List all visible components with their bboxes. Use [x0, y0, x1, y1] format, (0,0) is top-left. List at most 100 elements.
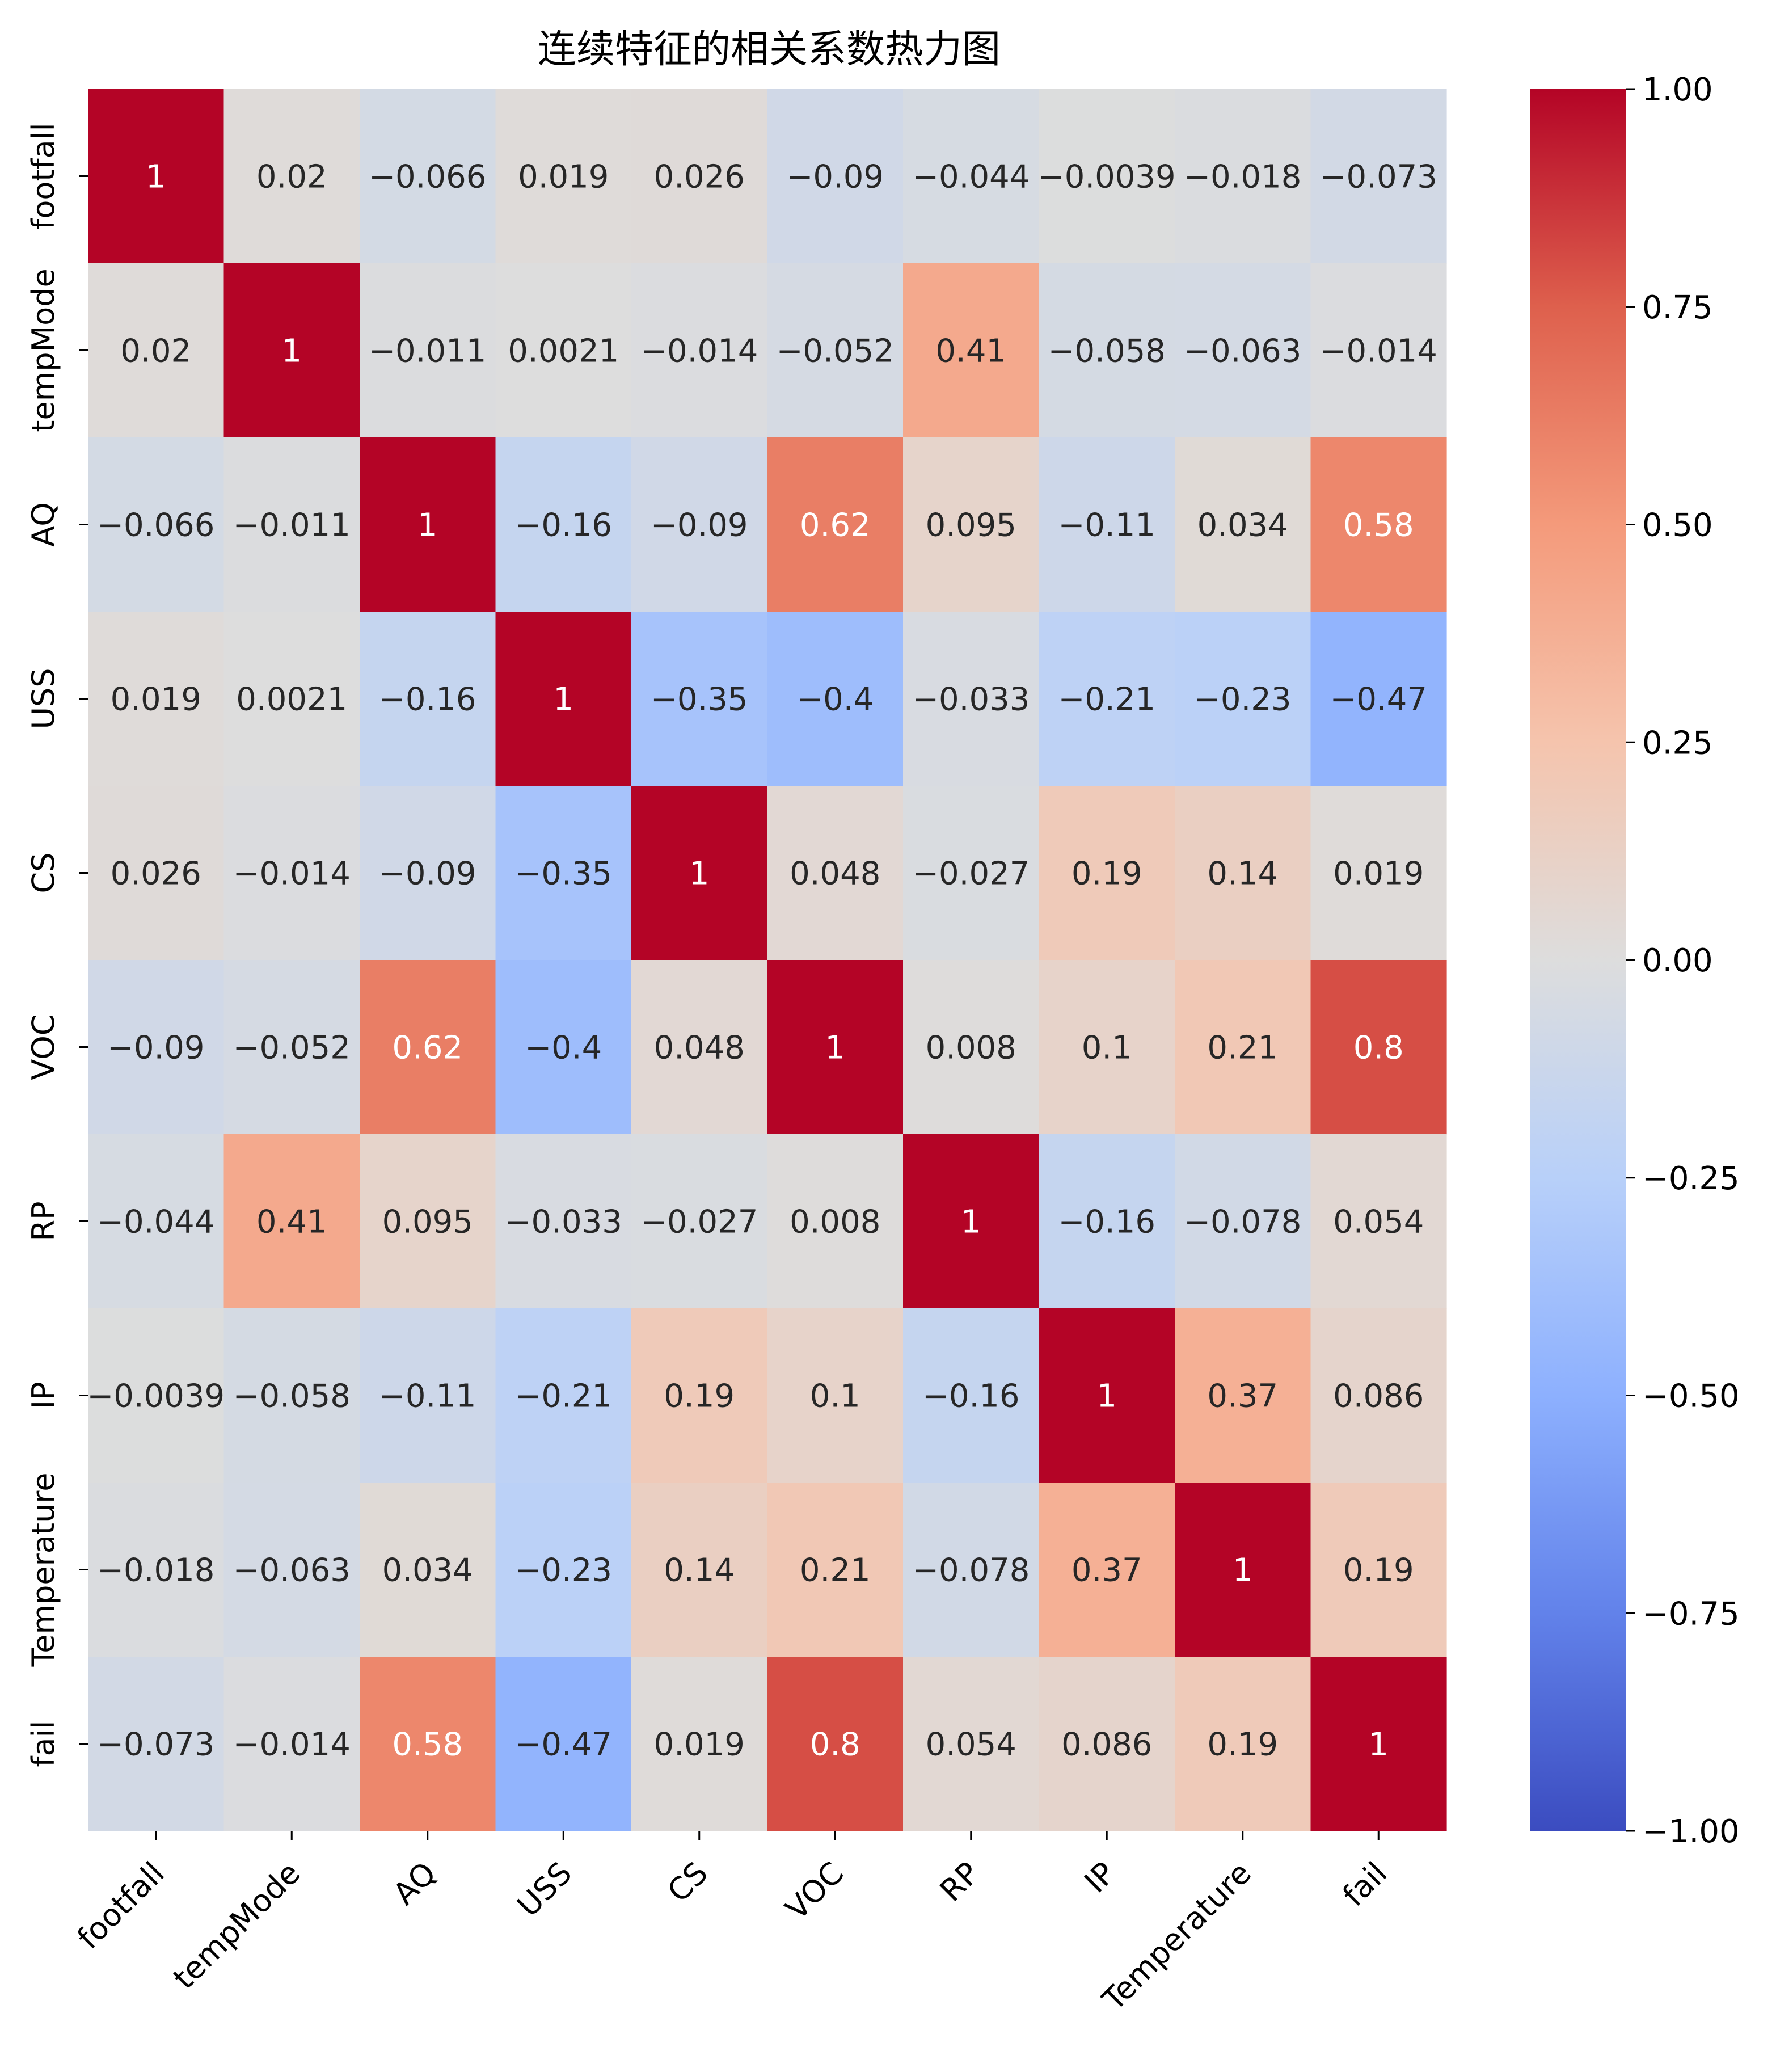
heatmap-cell	[767, 960, 904, 1135]
heatmap-cell	[223, 437, 360, 612]
cell-value-label: −0.16	[514, 507, 612, 544]
heatmap-cell	[360, 786, 496, 961]
cell-value-label: 0.054	[926, 1726, 1016, 1763]
cell-value-label: 0.37	[1071, 1552, 1142, 1589]
cell-value-label: −0.018	[1184, 159, 1301, 196]
y-tick-label: CS	[26, 853, 61, 894]
cell-value-label: 0.37	[1207, 1378, 1278, 1415]
heatmap-cell	[767, 437, 904, 612]
heatmap-cell	[1175, 263, 1311, 438]
cell-value-label: 0.095	[382, 1204, 473, 1241]
heatmap-cell	[1310, 1657, 1447, 1831]
cell-value-label: −0.014	[233, 1726, 351, 1763]
heatmap-cell	[903, 263, 1040, 438]
heatmap-cell	[631, 437, 768, 612]
y-tick-label: AQ	[26, 502, 61, 547]
heatmap-cell	[360, 1134, 496, 1309]
heatmap-cell	[1039, 1308, 1175, 1483]
heatmap-cell	[1310, 437, 1447, 612]
colorbar-tick-label: 0.50	[1642, 507, 1713, 544]
cell-value-label: −0.47	[1330, 681, 1427, 718]
cell-value-label: −0.16	[922, 1378, 1020, 1415]
heatmap-cell	[903, 786, 1040, 961]
heatmap-cell	[223, 1657, 360, 1831]
heatmap-cell	[1175, 89, 1311, 264]
cell-value-label: −0.011	[233, 507, 351, 544]
cell-value-label: −0.066	[369, 159, 486, 196]
cell-value-label: 0.019	[111, 681, 201, 718]
heatmap-cell	[1039, 1134, 1175, 1309]
cell-value-label: −0.4	[796, 681, 874, 718]
heatmap-cell	[903, 1483, 1040, 1657]
cell-value-label: 0.21	[800, 1552, 871, 1589]
heatmap-cell	[1175, 960, 1311, 1135]
cell-value-label: −0.09	[786, 159, 884, 196]
heatmap-cell	[903, 960, 1040, 1135]
heatmap-cell	[1039, 786, 1175, 961]
cell-value-label: 0.1	[810, 1378, 860, 1415]
cell-value-label: 0.054	[1333, 1204, 1424, 1241]
y-tick-label: RP	[26, 1201, 61, 1241]
heatmap-cell	[767, 1657, 904, 1831]
heatmap-cell	[1310, 263, 1447, 438]
cell-value-label: 0.048	[790, 856, 880, 892]
cell-value-label: 0.026	[111, 856, 201, 892]
heatmap-cell	[495, 1483, 632, 1657]
heatmap-cell	[1310, 89, 1447, 264]
heatmap-cell	[1175, 1483, 1311, 1657]
heatmap-cell	[903, 437, 1040, 612]
cell-value-label: 0.026	[654, 159, 745, 196]
heatmap-cell	[88, 612, 225, 786]
heatmap-cell	[223, 1134, 360, 1309]
cell-value-label: 0.019	[518, 159, 609, 196]
cell-value-label: 0.086	[1061, 1726, 1152, 1763]
heatmap-cell	[495, 786, 632, 961]
heatmap-cell	[1175, 786, 1311, 961]
colorbar-tick-label: −0.50	[1642, 1378, 1740, 1415]
cell-value-label: 0.19	[1071, 856, 1142, 892]
cell-value-label: 0.034	[1197, 507, 1288, 544]
heatmap-cell	[223, 612, 360, 786]
heatmap-cell	[767, 1483, 904, 1657]
cell-value-label: 0.8	[1353, 1030, 1404, 1067]
heatmap-cell	[631, 89, 768, 264]
heatmap-cell	[631, 786, 768, 961]
cell-value-label: −0.058	[1048, 333, 1166, 370]
cell-value-label: −0.073	[1320, 159, 1437, 196]
cell-value-label: −0.044	[912, 159, 1030, 196]
cell-value-label: −0.4	[525, 1030, 602, 1067]
heatmap-cell	[360, 263, 496, 438]
cell-value-label: 1	[553, 681, 573, 718]
cell-value-label: 1	[281, 333, 302, 370]
cell-value-label: −0.063	[233, 1552, 351, 1589]
heatmap-cell	[903, 89, 1040, 264]
heatmap-cell	[360, 612, 496, 786]
cell-value-label: 0.14	[664, 1552, 735, 1589]
heatmap-cell	[1039, 612, 1175, 786]
heatmap-cell	[88, 786, 225, 961]
heatmap-cell	[1039, 1657, 1175, 1831]
colorbar-gradient	[1530, 89, 1626, 1831]
cell-value-label: 0.034	[382, 1552, 473, 1589]
y-tick-label: tempMode	[26, 268, 61, 432]
cell-value-label: −0.014	[233, 856, 351, 892]
heatmap-cell	[1039, 437, 1175, 612]
heatmap-cell	[1310, 1308, 1447, 1483]
cell-value-label: −0.23	[1194, 681, 1292, 718]
y-axis: footfall tempMode AQ USS CS VOC RP IP Temperatur…	[26, 123, 88, 1767]
cell-value-label: 0.41	[935, 333, 1006, 370]
cell-value-label: −0.014	[1320, 333, 1437, 370]
heatmap-cell	[495, 263, 632, 438]
heatmap-cell	[767, 1308, 904, 1483]
heatmap-cell	[631, 1483, 768, 1657]
colorbar-tick-label: −1.00	[1642, 1813, 1740, 1850]
heatmap-cell	[88, 960, 225, 1135]
cell-value-label: 1	[961, 1204, 981, 1241]
heatmap-cell	[495, 1657, 632, 1831]
heatmap-cell	[360, 437, 496, 612]
y-tick-label: USS	[26, 668, 61, 729]
cell-value-label: 0.095	[926, 507, 1016, 544]
cell-value-label: −0.11	[379, 1378, 476, 1415]
cell-value-label: −0.078	[912, 1552, 1030, 1589]
heatmap-cell	[88, 1483, 225, 1657]
